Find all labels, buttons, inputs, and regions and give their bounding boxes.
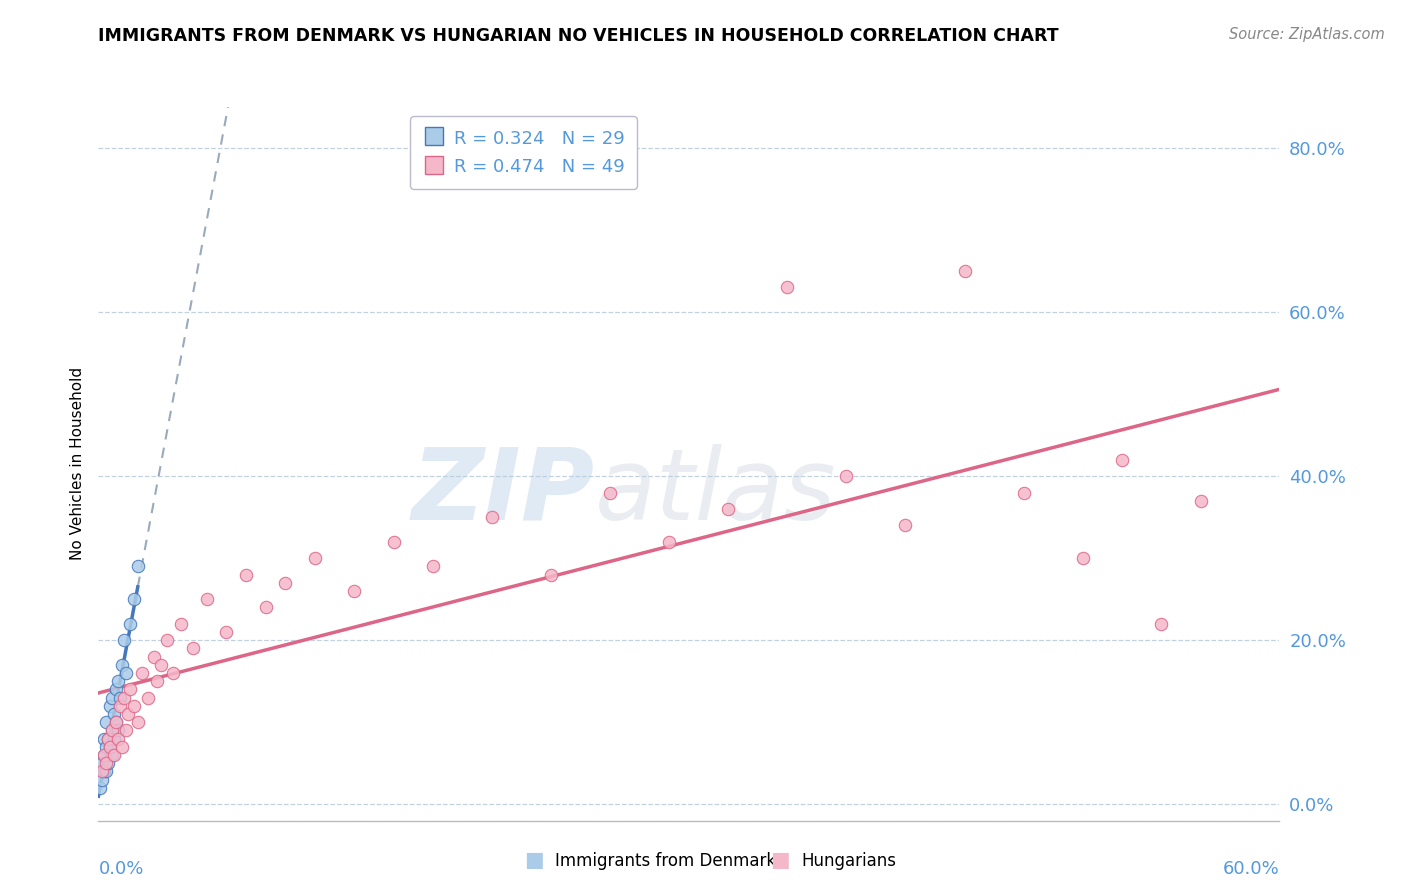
Point: [97, 731, 120, 746]
Point: [127, 715, 149, 730]
Point: [103, 731, 125, 746]
Text: ZIP: ZIP: [412, 444, 595, 541]
Point: [96, 739, 118, 754]
Point: [274, 575, 297, 590]
Point: [658, 534, 681, 549]
Point: [115, 723, 138, 738]
Point: [156, 633, 179, 648]
Point: [343, 584, 366, 599]
Text: Hungarians: Hungarians: [801, 852, 897, 870]
Point: [89, 780, 111, 795]
Point: [894, 518, 917, 533]
Point: [93, 764, 115, 779]
Text: IMMIGRANTS FROM DENMARK VS HUNGARIAN NO VEHICLES IN HOUSEHOLD CORRELATION CHART: IMMIGRANTS FROM DENMARK VS HUNGARIAN NO …: [98, 27, 1059, 45]
Point: [181, 641, 204, 656]
Point: [91, 764, 114, 779]
Point: [101, 747, 124, 762]
Point: [98, 739, 121, 754]
Point: [96, 715, 118, 730]
Point: [146, 674, 169, 689]
Point: [97, 756, 120, 771]
Point: [103, 747, 125, 762]
Point: [304, 551, 326, 566]
Point: [717, 502, 740, 516]
Point: [115, 665, 138, 680]
Point: [101, 723, 124, 738]
Point: [540, 567, 562, 582]
Point: [835, 469, 858, 483]
Point: [105, 715, 128, 730]
Point: [105, 715, 128, 730]
Point: [98, 698, 121, 713]
Text: ■: ■: [524, 850, 544, 870]
Point: [112, 690, 135, 705]
Point: [142, 649, 165, 664]
Point: [118, 682, 141, 697]
Point: [112, 633, 135, 648]
Legend: R = 0.324   N = 29, R = 0.474   N = 49: R = 0.324 N = 29, R = 0.474 N = 49: [411, 116, 637, 189]
Point: [107, 674, 129, 689]
Point: [107, 731, 129, 746]
Point: [93, 747, 115, 762]
Point: [127, 559, 149, 574]
Point: [103, 706, 125, 721]
Point: [111, 657, 134, 672]
Point: [776, 280, 799, 294]
Point: [953, 264, 976, 278]
Text: ■: ■: [770, 850, 790, 870]
Point: [105, 682, 128, 697]
Point: [108, 698, 131, 713]
Point: [107, 723, 129, 738]
Point: [1150, 616, 1173, 631]
Point: [93, 731, 115, 746]
Point: [235, 567, 257, 582]
Point: [215, 625, 238, 640]
Text: 60.0%: 60.0%: [1223, 860, 1279, 878]
Point: [382, 534, 405, 549]
Point: [97, 731, 120, 746]
Point: [101, 723, 124, 738]
Point: [98, 739, 121, 754]
Point: [422, 559, 444, 574]
Point: [481, 510, 503, 524]
Point: [96, 756, 118, 771]
Text: Source: ZipAtlas.com: Source: ZipAtlas.com: [1229, 27, 1385, 42]
Point: [599, 485, 621, 500]
Point: [117, 706, 139, 721]
Point: [91, 772, 114, 787]
Point: [131, 665, 153, 680]
Point: [1071, 551, 1094, 566]
Point: [108, 690, 131, 705]
Point: [111, 739, 134, 754]
Point: [122, 592, 145, 607]
Text: 0.0%: 0.0%: [98, 860, 143, 878]
Point: [1111, 452, 1133, 467]
Point: [195, 592, 218, 607]
Point: [122, 698, 145, 713]
Y-axis label: No Vehicles in Household: No Vehicles in Household: [69, 368, 84, 560]
Point: [1012, 485, 1035, 500]
Point: [1189, 493, 1212, 508]
Text: atlas: atlas: [595, 444, 837, 541]
Text: Immigrants from Denmark: Immigrants from Denmark: [555, 852, 776, 870]
Point: [254, 600, 277, 615]
Point: [118, 616, 141, 631]
Point: [91, 756, 114, 771]
Point: [162, 665, 184, 680]
Point: [170, 616, 193, 631]
Point: [101, 690, 124, 705]
Point: [96, 764, 118, 779]
Point: [93, 747, 115, 762]
Point: [136, 690, 159, 705]
Point: [150, 657, 173, 672]
